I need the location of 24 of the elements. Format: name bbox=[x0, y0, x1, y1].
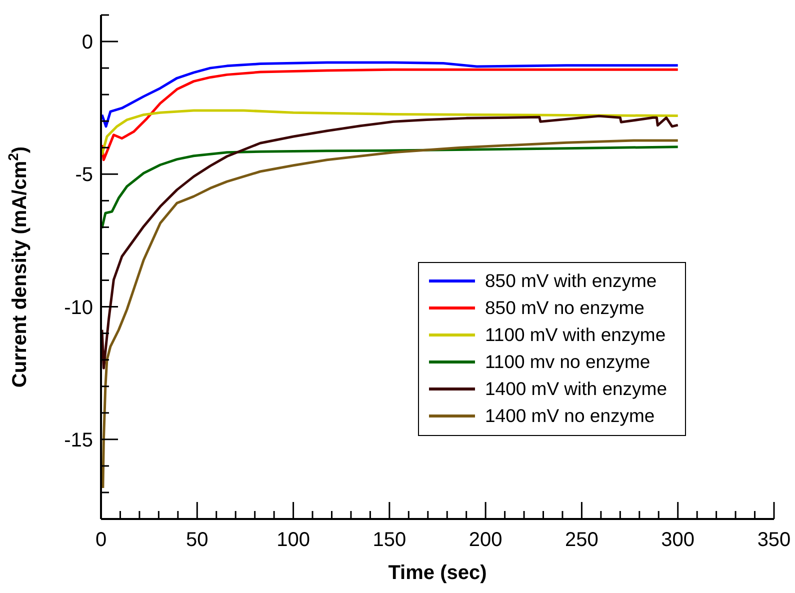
y-tick-label: -5 bbox=[75, 164, 93, 186]
legend-label: 850 mV no enzyme bbox=[485, 296, 644, 318]
x-tick-label: 250 bbox=[565, 529, 598, 551]
y-tick-label: 0 bbox=[82, 32, 93, 54]
line-series bbox=[101, 109, 680, 156]
x-tick-label: 100 bbox=[276, 529, 310, 551]
line-series bbox=[102, 139, 680, 490]
legend-label: 850 mV with enzyme bbox=[485, 270, 657, 292]
x-tick-label: 50 bbox=[186, 529, 208, 551]
x-tick-label: 150 bbox=[372, 529, 406, 551]
legend-label: 1400 mV no enzyme bbox=[485, 404, 655, 426]
x-axis-title: Time (sec) bbox=[388, 562, 487, 584]
legend-label: 1100 mV with enzyme bbox=[485, 324, 666, 346]
legend-label: 1400 mV with enzyme bbox=[485, 378, 668, 400]
line-series bbox=[101, 146, 680, 230]
line-series bbox=[101, 61, 680, 128]
x-tick-label: 0 bbox=[95, 529, 107, 551]
x-tick-label: 200 bbox=[468, 529, 502, 551]
legend-label: 1100 mv no enzyme bbox=[485, 350, 650, 372]
x-tick-label: 350 bbox=[757, 529, 791, 551]
y-tick-label: -10 bbox=[64, 296, 93, 319]
line-series bbox=[101, 68, 680, 162]
y-tick-label: -15 bbox=[64, 429, 93, 452]
x-tick-label: 300 bbox=[661, 529, 695, 551]
